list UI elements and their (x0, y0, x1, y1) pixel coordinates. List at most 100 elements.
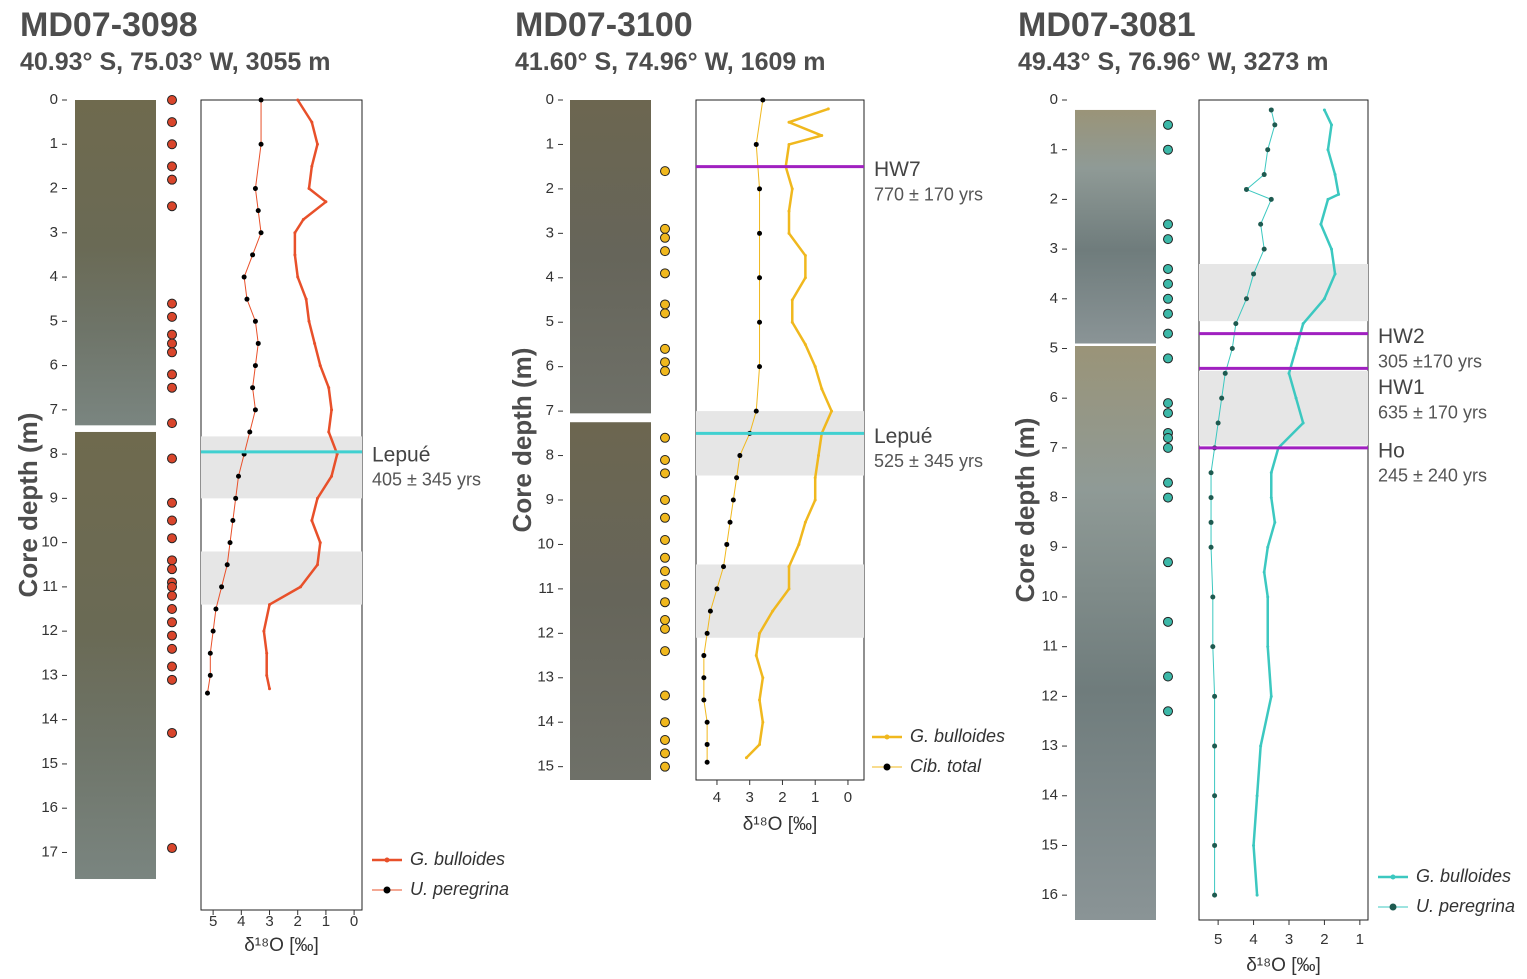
data-point (1212, 693, 1218, 699)
plot-frame (200, 99, 363, 911)
x-tick-label: 0 (350, 913, 358, 930)
data-point (704, 719, 710, 725)
core-photo (570, 100, 651, 414)
data-point (252, 407, 258, 413)
sample-point (660, 646, 670, 657)
sample-point (167, 139, 177, 150)
sample-point (660, 535, 670, 545)
y-tick-label: 4 (1050, 290, 1058, 307)
y-axis-label: Core depth (m) (507, 348, 537, 533)
sample-point (167, 201, 177, 212)
data-point (252, 186, 258, 192)
data-point (1208, 495, 1214, 501)
y-tick-label: 8 (546, 447, 554, 464)
data-point (293, 253, 297, 257)
data-point (787, 587, 791, 591)
y-tick-label: 5 (50, 312, 58, 329)
sample-point (167, 643, 177, 654)
sample-point (167, 338, 177, 349)
panel-subtitle: 41.60° S, 74.96° W, 1609 m (515, 48, 825, 76)
sample-point (1163, 119, 1173, 130)
sample-point (1163, 263, 1173, 274)
data-point (1273, 520, 1277, 524)
data-point (1269, 496, 1273, 500)
x-tick-label: 2 (778, 789, 786, 806)
data-point (707, 608, 713, 614)
series-line (745, 107, 833, 759)
sample-point (167, 630, 177, 641)
data-point (250, 252, 256, 258)
data-point (1294, 396, 1298, 400)
data-point (760, 97, 766, 103)
data-point (304, 297, 308, 301)
x-tick-label: 3 (746, 789, 754, 806)
sample-point (1163, 671, 1173, 682)
event-name: HW1 (1378, 376, 1425, 399)
data-point (753, 408, 759, 414)
y-tick-label: 0 (50, 91, 58, 108)
data-point (230, 517, 236, 523)
x-tick-label: 1 (811, 789, 819, 806)
data-point (1261, 246, 1267, 252)
event-age: 305 ±170 yrs (1378, 351, 1482, 371)
data-point (1233, 321, 1239, 327)
data-point (803, 520, 807, 524)
data-point (790, 187, 794, 191)
data-point (1266, 595, 1270, 599)
data-point (1215, 420, 1221, 426)
sample-point (660, 308, 670, 319)
y-tick-label: 7 (50, 401, 58, 418)
y-tick-label: 10 (537, 535, 554, 552)
sample-point (1163, 353, 1173, 364)
data-point (310, 518, 314, 522)
data-point (310, 164, 314, 168)
data-point (734, 475, 740, 481)
data-point (293, 231, 297, 235)
sample-point (167, 843, 177, 854)
data-point (1287, 371, 1291, 375)
core-photo (1075, 109, 1156, 344)
sample-point (167, 311, 177, 322)
x-tick-label: 4 (237, 913, 245, 930)
sample-point (660, 579, 670, 590)
data-point (213, 606, 219, 612)
data-point (737, 453, 743, 459)
y-tick-label: 2 (1050, 190, 1058, 207)
data-point (761, 720, 765, 724)
data-point (255, 340, 261, 346)
data-point (797, 542, 801, 546)
event-age: 770 ± 170 yrs (874, 184, 983, 204)
data-point (1251, 271, 1257, 277)
panel-subtitle: 49.43° S, 76.96° W, 3273 m (1018, 48, 1328, 76)
sample-point (167, 497, 177, 508)
y-tick-label: 7 (1050, 439, 1058, 456)
x-tick-label: 5 (209, 913, 217, 930)
data-point (1333, 272, 1337, 276)
data-point (820, 134, 824, 138)
data-point (701, 697, 707, 703)
y-tick-label: 0 (1050, 91, 1058, 108)
core-photo (1075, 346, 1156, 920)
data-point (1208, 519, 1214, 525)
sample-point (660, 357, 670, 368)
event-name: Lepué (874, 425, 932, 448)
sample-point (167, 418, 177, 429)
y-tick-label: 8 (1050, 489, 1058, 506)
data-point (310, 120, 314, 124)
data-point (701, 653, 707, 659)
data-point (268, 603, 272, 607)
sample-point (167, 617, 177, 628)
data-point (757, 186, 763, 192)
data-point (1208, 544, 1214, 550)
y-tick-label: 9 (50, 489, 58, 506)
data-point (1255, 893, 1259, 897)
sample-point (1163, 398, 1173, 409)
core-photo (75, 431, 156, 880)
y-axis-label: Core depth (m) (13, 413, 43, 598)
data-point (1322, 297, 1326, 301)
data-point (241, 274, 247, 280)
data-point (721, 564, 727, 570)
x-tick-label: 3 (1285, 931, 1293, 948)
data-point (315, 142, 319, 146)
y-tick-label: 12 (537, 624, 554, 641)
